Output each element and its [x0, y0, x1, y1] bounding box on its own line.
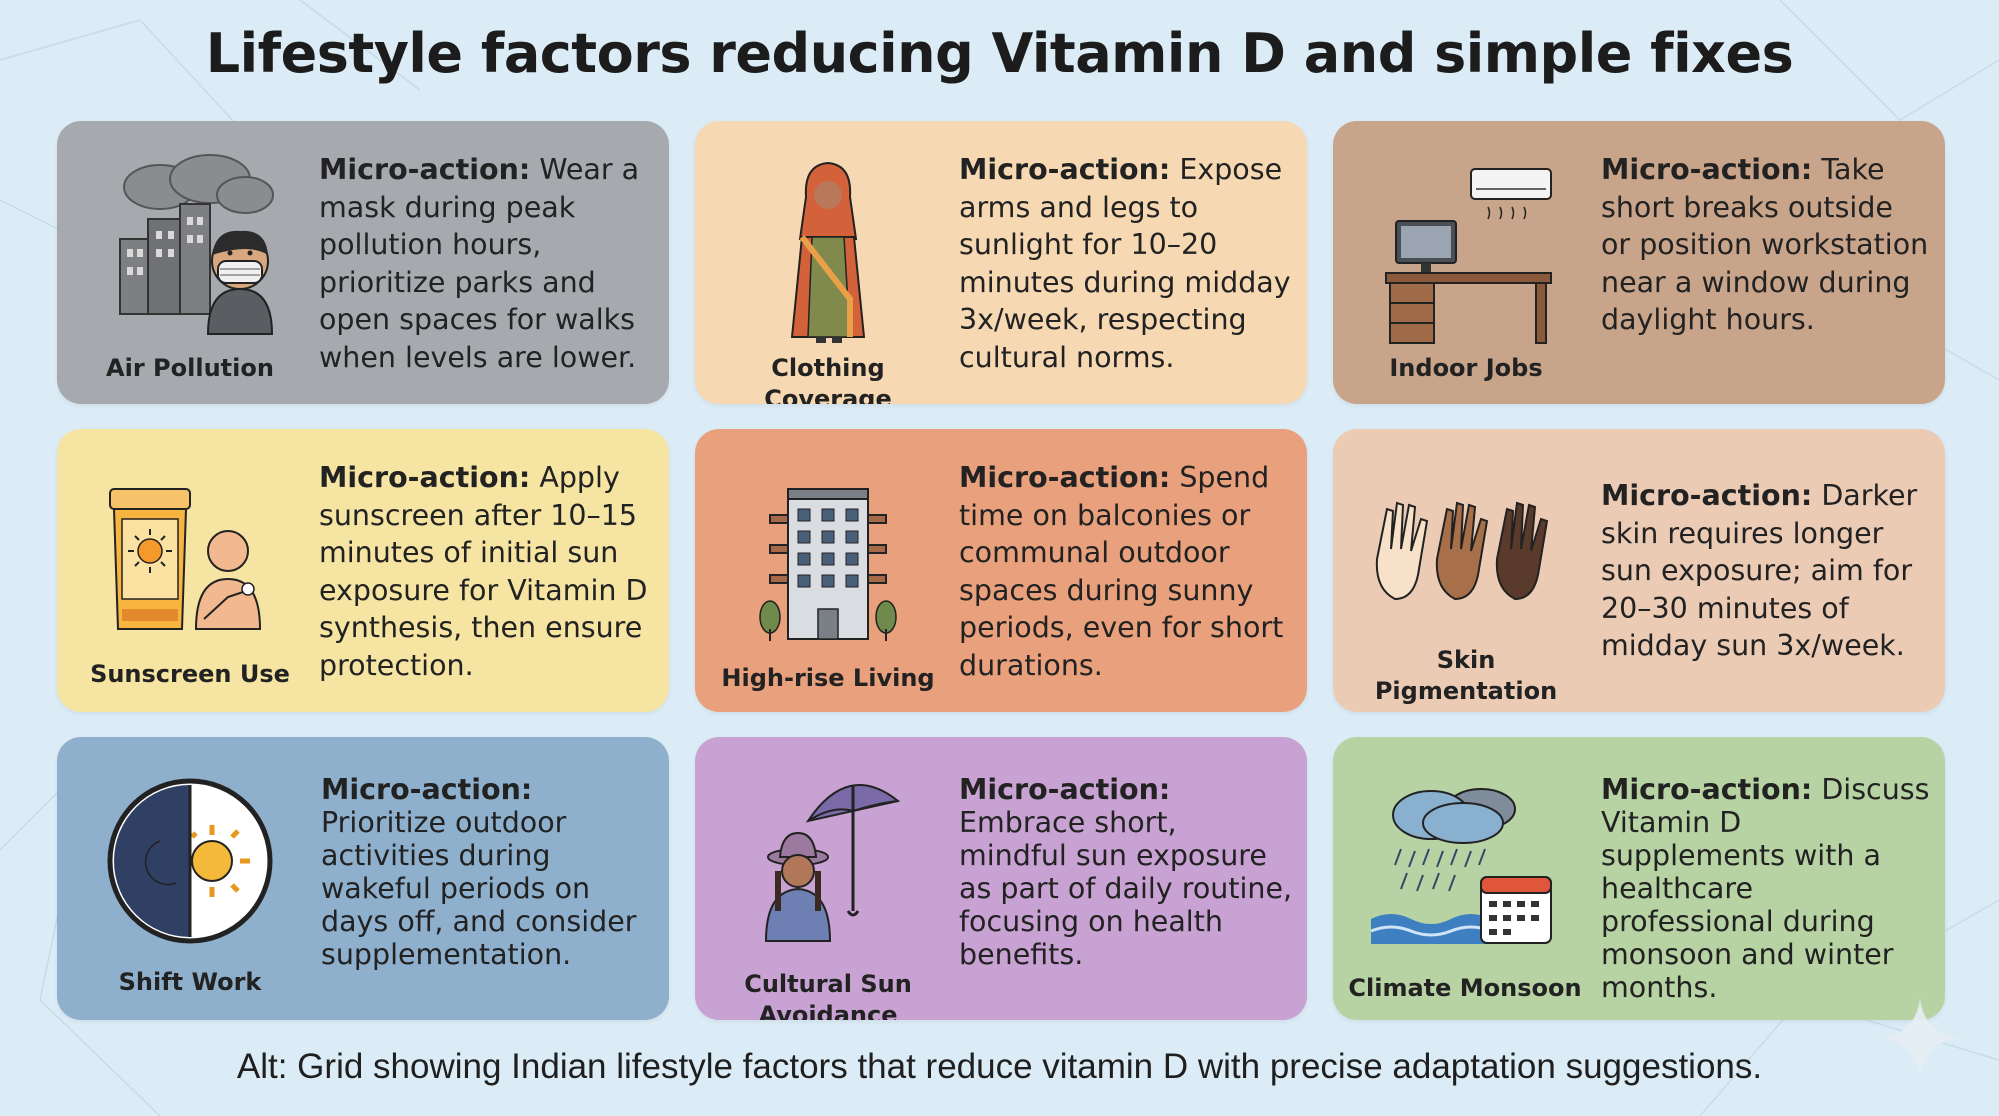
factor-label: High-rise Living [721, 664, 935, 692]
micro-action-body: Take short breaks outside or position wo… [1601, 153, 1929, 336]
micro-action-text: Micro-action: Darker skin requires longe… [1601, 477, 1931, 665]
micro-action-label: Micro-action: [319, 153, 531, 186]
factor-grid: Air Pollution Micro-action: Wear a mask … [57, 121, 1945, 1020]
icon-area: Sunscreen Use [75, 449, 305, 694]
icon-area: Climate Monsoon [1348, 757, 1582, 1002]
icon-area: Shift Work [75, 757, 305, 1002]
micro-action-text: Micro-action: Expose arms and legs to su… [959, 151, 1293, 376]
card-cultural-sun-avoidance: Cultural Sun Avoidance Micro-action: Emb… [695, 737, 1307, 1020]
icon-area: Indoor Jobs [1351, 141, 1581, 386]
sunscreen-icon [109, 488, 262, 630]
factor-label: Indoor Jobs [1389, 354, 1543, 382]
alt-caption: Alt: Grid showing Indian lifestyle facto… [236, 1047, 1763, 1086]
factor-label: Skin Pigmentation [1351, 645, 1581, 707]
icon-area: Cultural Sun Avoidance [713, 757, 943, 1020]
factor-label: Sunscreen Use [90, 660, 290, 688]
icon-area: Clothing Coverage [713, 141, 943, 404]
factor-label: Air Pollution [106, 354, 274, 382]
rain-calendar-icon [1371, 788, 1552, 944]
card-high-rise-living: High-rise Living Micro-action: Spend tim… [695, 429, 1307, 712]
card-air-pollution: Air Pollution Micro-action: Wear a mask … [57, 121, 669, 404]
page-title: Lifestyle factors reducing Vitamin D and… [205, 22, 1794, 85]
card-shift-work: Shift Work Micro-action: Prioritize outd… [57, 737, 669, 1020]
micro-action-label: Micro-action: [959, 773, 1171, 806]
micro-action-label: Micro-action: [959, 153, 1171, 186]
icon-area: Skin Pigmentation [1351, 449, 1581, 705]
micro-action-label: Micro-action: [319, 461, 531, 494]
icon-area: Air Pollution [75, 141, 305, 386]
micro-action-label: Micro-action: [321, 773, 533, 806]
micro-action-body: Embrace short, mindful sun exposure as p… [959, 806, 1293, 971]
card-skin-pigmentation: Skin Pigmentation Micro-action: Darker s… [1333, 429, 1945, 712]
icon-area: High-rise Living [713, 449, 943, 694]
factor-label: Clothing Coverage [764, 354, 892, 404]
micro-action-body: Expose arms and legs to sunlight for 10–… [959, 153, 1291, 374]
air-pollution-icon [119, 154, 274, 335]
micro-action-body: Apply sunscreen after 10–15 minutes of i… [319, 461, 648, 682]
high-rise-building-icon [759, 488, 897, 641]
factor-label: Shift Work [118, 968, 262, 996]
saree-woman-icon [790, 161, 866, 343]
hands-skin-tones-icon [1375, 501, 1549, 601]
day-night-clock-icon [107, 778, 273, 944]
factor-label-line: Skin Pigmentation [1374, 646, 1558, 705]
micro-action-text: Micro-action: Apply sunscreen after 10–1… [319, 459, 655, 684]
micro-action-label: Micro-action: [959, 461, 1171, 494]
factor-label: Cultural Sun Avoidance [713, 969, 943, 1020]
micro-action-label: Micro-action: [1601, 153, 1813, 186]
factor-label: Climate Monsoon [1348, 974, 1582, 1002]
factor-label-line: Cultural Sun Avoidance [744, 970, 912, 1020]
office-desk-icon [1385, 168, 1552, 344]
card-climate-monsoon: Climate Monsoon Micro-action: Discuss Vi… [1333, 737, 1945, 1020]
micro-action-text: Micro-action: Prioritize outdoor activit… [321, 773, 655, 971]
card-indoor-jobs: Indoor Jobs Micro-action: Take short bre… [1333, 121, 1945, 404]
micro-action-text: Micro-action: Take short breaks outside … [1601, 151, 1931, 339]
card-clothing-coverage: Clothing Coverage Micro-action: Expose a… [695, 121, 1307, 404]
micro-action-text: Micro-action: Spend time on balconies or… [959, 459, 1293, 684]
micro-action-body: Prioritize outdoor activities during wak… [321, 806, 637, 971]
micro-action-label: Micro-action: [1601, 479, 1813, 512]
card-sunscreen-use: Sunscreen Use Micro-action: Apply sunscr… [57, 429, 669, 712]
micro-action-body: Spend time on balconies or communal outd… [959, 461, 1284, 682]
micro-action-body: Wear a mask during peak pollution hours,… [319, 153, 640, 374]
micro-action-text: Micro-action: Wear a mask during peak po… [319, 151, 655, 376]
micro-action-label: Micro-action: [1601, 773, 1813, 806]
micro-action-text: Micro-action: Embrace short, mindful sun… [959, 773, 1293, 971]
micro-action-body: Discuss Vitamin D supplements with a hea… [1601, 773, 1930, 1004]
micro-action-body: Darker skin requires longer sun exposure… [1601, 479, 1918, 662]
umbrella-woman-icon [764, 784, 901, 942]
micro-action-text: Micro-action: Discuss Vitamin D suppleme… [1601, 773, 1931, 1004]
sparkle-icon [1880, 998, 1960, 1078]
